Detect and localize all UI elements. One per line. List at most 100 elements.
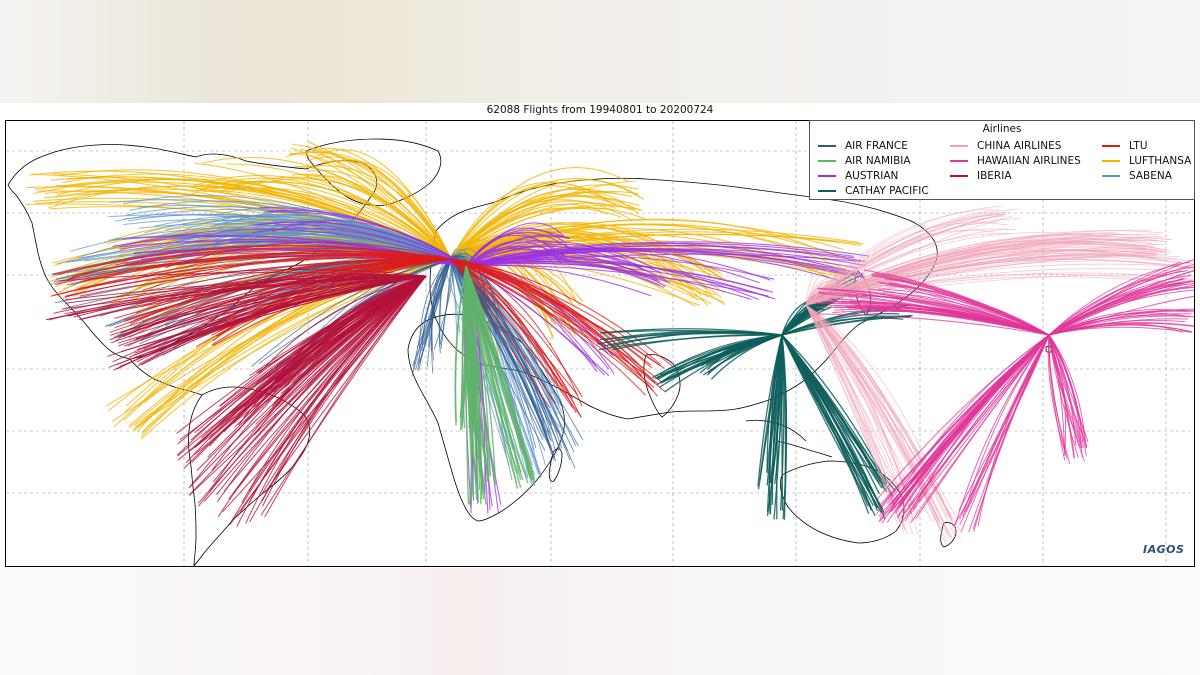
figure: 62088 Flights from 19940801 to 20200724 <box>0 103 1200 568</box>
route-ltu <box>450 258 575 405</box>
route-hawaiian-airlines <box>901 334 1050 516</box>
legend-swatch <box>818 175 836 177</box>
route-hawaiian-airlines <box>816 313 1050 336</box>
coast-india <box>643 354 681 418</box>
route-austrian <box>465 241 563 267</box>
route-iberia <box>118 275 427 347</box>
route-hawaiian-airlines <box>834 308 1050 336</box>
legend-item-air-france: AIR FRANCE <box>818 139 908 153</box>
route-lufthansa <box>450 231 690 283</box>
route-austrian <box>465 241 642 269</box>
background-bottom <box>0 568 1200 675</box>
route-hawaiian-airlines <box>834 289 1050 336</box>
route-iberia <box>249 275 427 503</box>
route-cathay-pacific <box>781 334 788 520</box>
route-hawaiian-airlines <box>1048 334 1089 443</box>
route-sabena <box>155 227 452 260</box>
legend-label: IBERIA <box>977 170 1012 182</box>
route-iberia <box>179 275 427 441</box>
route-lufthansa <box>286 151 452 260</box>
route-ltu <box>50 253 452 297</box>
legend-swatch <box>818 145 836 147</box>
legend-item-iberia: IBERIA <box>950 169 1012 183</box>
route-austrian <box>263 209 467 267</box>
legend-label: HAWAIIAN AIRLINES <box>977 155 1081 167</box>
route-cathay-pacific <box>651 334 783 379</box>
route-hawaiian-airlines <box>1048 274 1192 336</box>
route-lufthansa <box>450 182 611 260</box>
route-austrian <box>465 239 557 267</box>
route-hawaiian-airlines <box>855 304 1050 336</box>
route-lufthansa <box>134 258 452 426</box>
route-iberia <box>264 275 427 493</box>
route-ltu <box>450 258 573 408</box>
route-ltu <box>450 258 643 377</box>
route-hawaiian-airlines <box>888 282 1050 336</box>
legend-label: AUSTRIAN <box>845 170 899 182</box>
coast-greenland <box>305 138 442 206</box>
route-hawaiian-airlines <box>1048 334 1084 449</box>
route-lufthansa <box>450 179 645 260</box>
route-china-airlines <box>805 242 1152 306</box>
route-air-france <box>450 258 499 324</box>
route-austrian <box>465 242 846 271</box>
route-hawaiian-airlines <box>828 298 1050 336</box>
route-air-france <box>418 258 452 348</box>
route-iberia <box>132 275 427 356</box>
route-ltu <box>450 258 579 396</box>
route-lufthansa <box>305 156 452 260</box>
route-lufthansa <box>307 141 452 260</box>
legend-label: SABENA <box>1129 170 1172 182</box>
route-ltu <box>450 258 666 393</box>
route-lufthansa <box>450 203 608 260</box>
route-cathay-pacific <box>781 334 872 511</box>
route-china-airlines <box>805 243 1156 306</box>
route-air-france <box>450 258 552 451</box>
route-china-airlines <box>805 242 1170 306</box>
route-hawaiian-airlines <box>968 334 1050 533</box>
route-air-namibia <box>454 265 467 426</box>
route-austrian <box>271 219 467 267</box>
route-hawaiian-airlines <box>1048 319 1186 336</box>
background-top <box>0 0 1200 103</box>
legend-item-hawaiian-airlines: HAWAIIAN AIRLINES <box>950 154 1081 168</box>
route-cathay-pacific <box>603 328 783 336</box>
flight-routes <box>26 141 1194 546</box>
route-ltu <box>140 250 452 278</box>
route-cathay-pacific <box>781 334 883 489</box>
route-hawaiian-airlines <box>1048 334 1068 459</box>
route-air-france <box>421 258 452 351</box>
legend-item-ltu: LTU <box>1102 139 1148 153</box>
route-iberia <box>137 275 427 351</box>
route-iberia <box>64 275 427 315</box>
legend: Airlines AIR FRANCE AIR NAMIBIA AUSTRIAN… <box>809 120 1195 200</box>
legend-swatch <box>1102 175 1120 177</box>
route-austrian <box>465 248 842 282</box>
route-air-france <box>438 258 452 354</box>
legend-swatch <box>950 145 968 147</box>
route-iberia <box>260 275 427 395</box>
legend-swatch <box>818 160 836 162</box>
route-ltu <box>450 258 650 387</box>
legend-item-air-namibia: AIR NAMIBIA <box>818 154 911 168</box>
route-iberia <box>53 273 427 314</box>
route-air-namibia <box>465 265 533 480</box>
route-ltu <box>57 254 452 282</box>
route-sabena <box>127 213 452 260</box>
route-hawaiian-airlines <box>1048 284 1183 336</box>
route-hawaiian-airlines <box>898 334 1050 505</box>
legend-swatch <box>950 160 968 162</box>
route-hawaiian-airlines <box>1048 334 1076 459</box>
route-ltu <box>450 258 665 369</box>
route-hawaiian-airlines <box>1048 295 1194 336</box>
route-iberia <box>261 275 427 495</box>
legend-label: CATHAY PACIFIC <box>845 185 929 197</box>
route-air-namibia <box>465 265 536 476</box>
route-iberia <box>46 275 427 320</box>
route-hawaiian-airlines <box>818 291 1050 336</box>
route-hawaiian-airlines <box>1048 269 1194 336</box>
legend-label: LTU <box>1129 140 1148 152</box>
legend-label: AIR NAMIBIA <box>845 155 911 167</box>
route-hawaiian-airlines <box>954 334 1050 525</box>
legend-item-lufthansa: LUFTHANSA <box>1102 154 1191 168</box>
